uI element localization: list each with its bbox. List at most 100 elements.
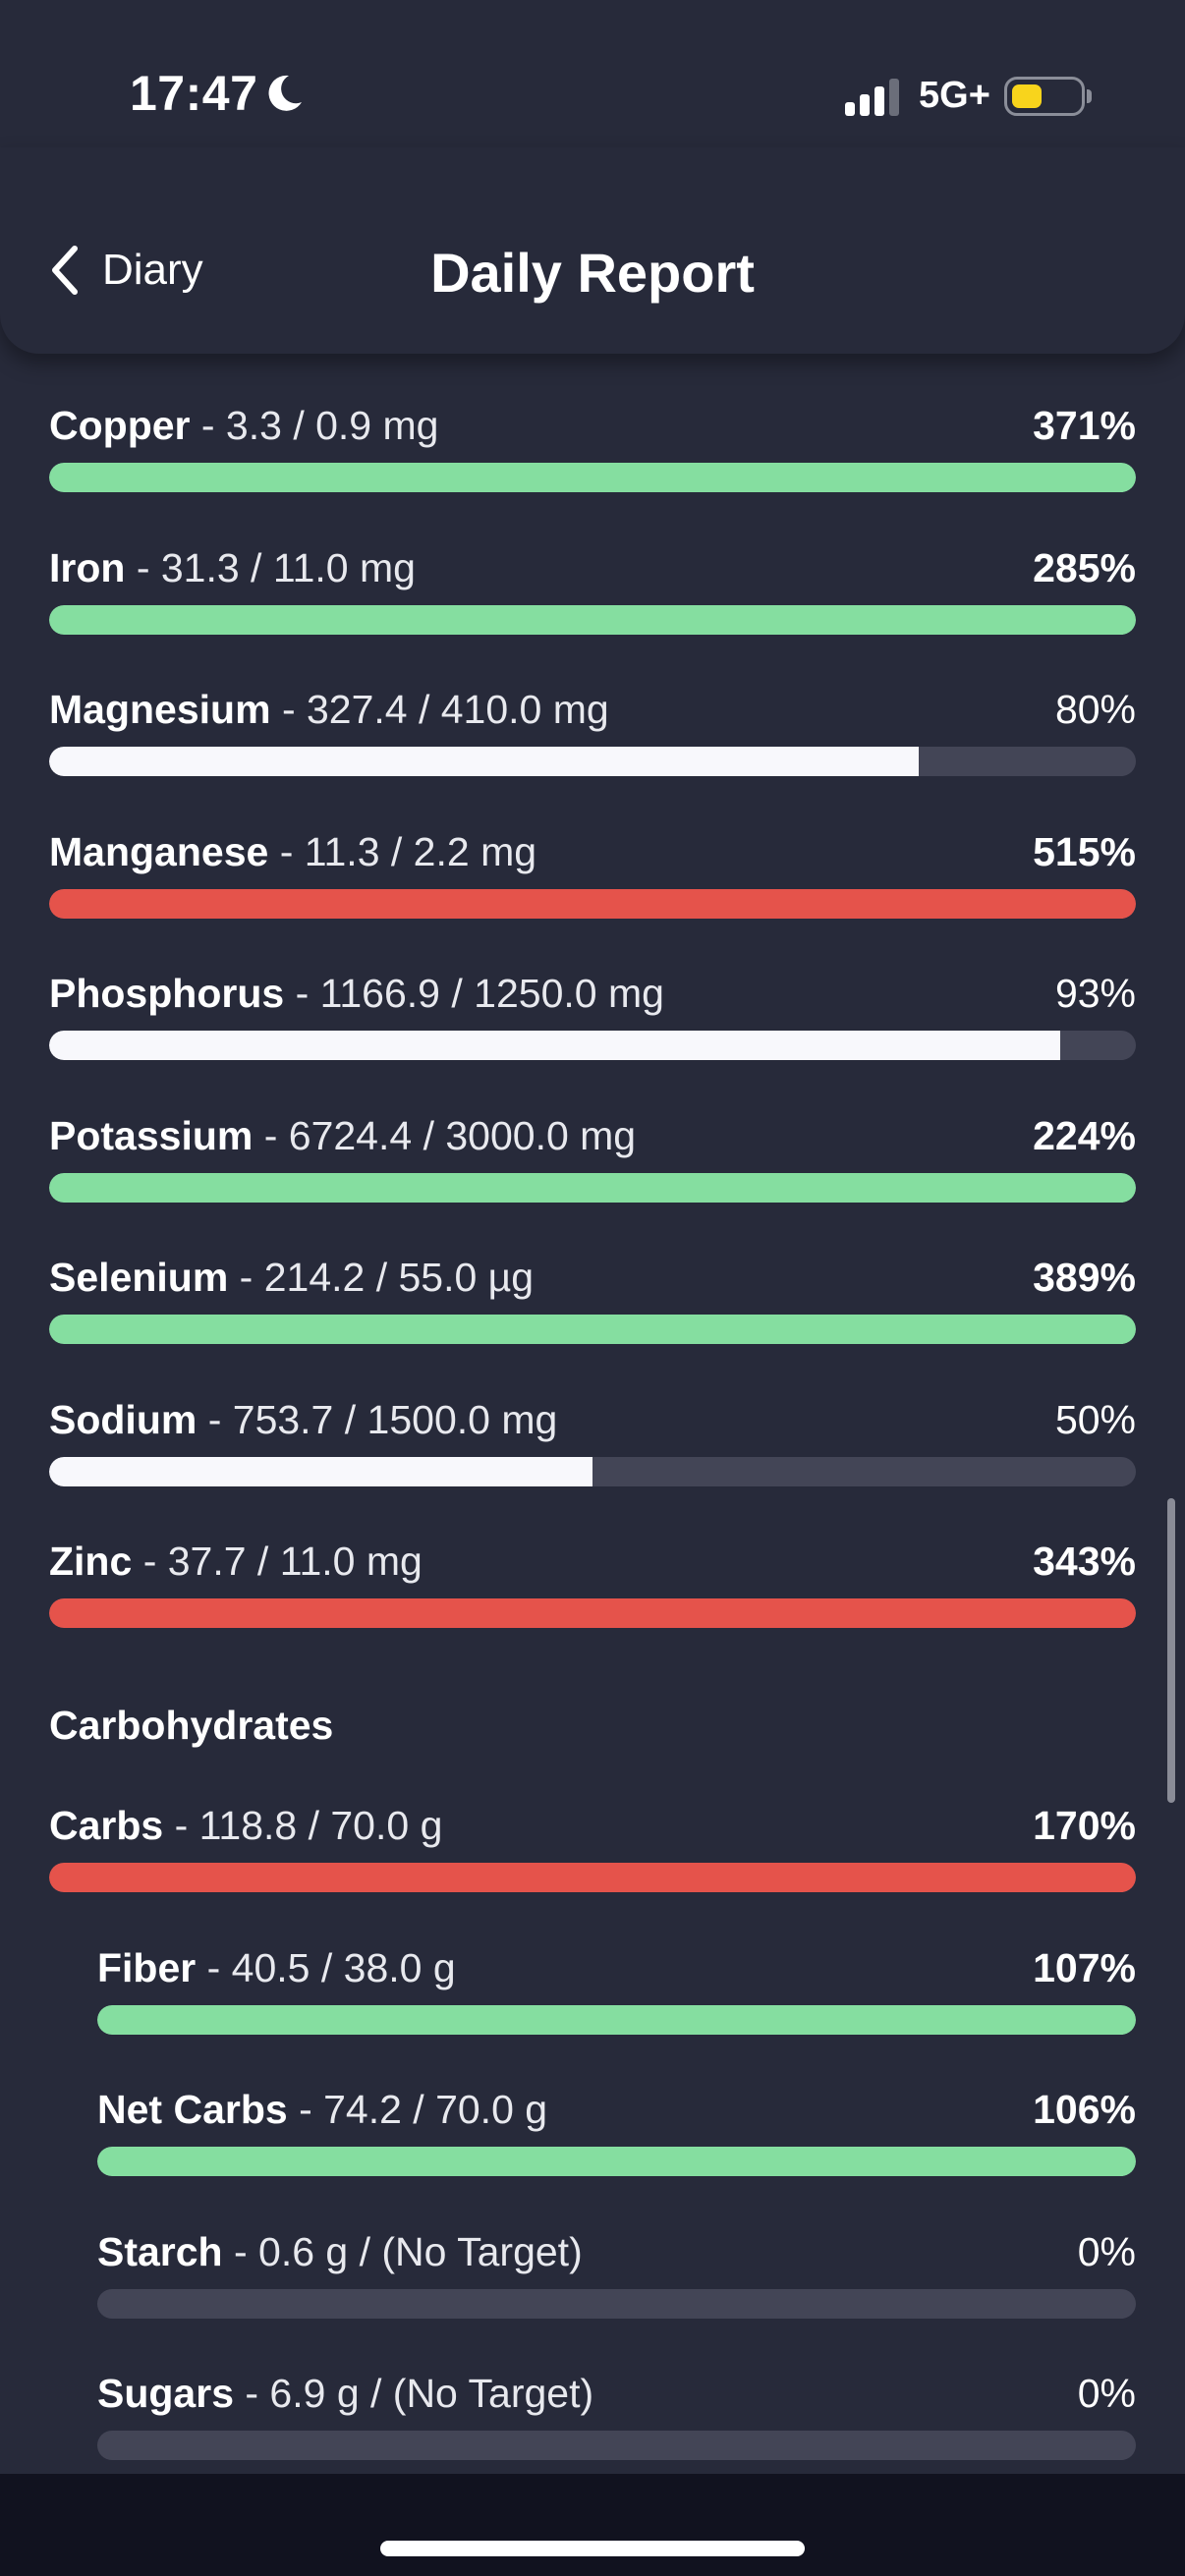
nutrient-row-header: Starch - 0.6 g / (No Target) 0% bbox=[97, 2229, 1136, 2282]
progress-track bbox=[49, 1457, 1136, 1486]
nutrient-percent: 343% bbox=[1033, 1539, 1136, 1584]
nutrient-row-header: Phosphorus - 1166.9 / 1250.0 mg 93% bbox=[49, 971, 1136, 1024]
nutrient-percent: 93% bbox=[1054, 971, 1136, 1016]
nutrient-name: Magnesium bbox=[49, 687, 271, 732]
progress-fill bbox=[49, 1457, 592, 1486]
nutrient-label: Magnesium - 327.4 / 410.0 mg bbox=[49, 687, 609, 733]
nutrient-name: Fiber bbox=[97, 1945, 197, 1990]
nutrient-row-zinc[interactable]: Zinc - 37.7 / 11.0 mg 343% bbox=[0, 1509, 1185, 1637]
nutrient-amount: - 6724.4 / 3000.0 mg bbox=[253, 1113, 637, 1158]
progress-track bbox=[97, 2431, 1136, 2460]
nutrient-row-header: Magnesium - 327.4 / 410.0 mg 80% bbox=[49, 687, 1136, 740]
nutrient-label: Manganese - 11.3 / 2.2 mg bbox=[49, 829, 536, 875]
progress-track bbox=[49, 1315, 1136, 1344]
nutrient-row-net-carbs[interactable]: Net Carbs - 74.2 / 70.0 g 106% bbox=[0, 2057, 1185, 2185]
status-bar: 17:47 5G+ bbox=[0, 0, 1185, 147]
nutrient-amount: - 327.4 / 410.0 mg bbox=[270, 687, 609, 732]
nutrient-row-selenium[interactable]: Selenium - 214.2 / 55.0 µg 389% bbox=[0, 1225, 1185, 1353]
nutrient-amount: - 118.8 / 70.0 g bbox=[163, 1803, 443, 1848]
home-indicator[interactable] bbox=[380, 2541, 805, 2556]
nutrient-percent: 106% bbox=[1033, 2087, 1136, 2132]
progress-fill bbox=[49, 1863, 1136, 1892]
chevron-left-icon bbox=[52, 246, 78, 295]
nutrient-row-header: Net Carbs - 74.2 / 70.0 g 106% bbox=[97, 2087, 1136, 2140]
nutrient-row-header: Selenium - 214.2 / 55.0 µg 389% bbox=[49, 1255, 1136, 1308]
progress-fill bbox=[49, 605, 1136, 635]
navigation-header: Diary Daily Report bbox=[0, 147, 1185, 354]
nutrient-amount: - 31.3 / 11.0 mg bbox=[125, 545, 416, 590]
nutrient-label: Starch - 0.6 g / (No Target) bbox=[97, 2229, 583, 2275]
progress-fill bbox=[49, 889, 1136, 919]
nutrient-row-header: Carbs - 118.8 / 70.0 g 170% bbox=[49, 1803, 1136, 1856]
progress-track bbox=[49, 463, 1136, 492]
nutrient-name: Copper bbox=[49, 403, 191, 448]
nutrient-row-carbs[interactable]: Carbs - 118.8 / 70.0 g 170% bbox=[0, 1773, 1185, 1901]
nutrient-label: Zinc - 37.7 / 11.0 mg bbox=[49, 1539, 423, 1585]
nutrient-label: Potassium - 6724.4 / 3000.0 mg bbox=[49, 1113, 636, 1159]
nutrient-amount: - 6.9 g / (No Target) bbox=[234, 2371, 594, 2416]
battery-icon bbox=[1004, 77, 1085, 116]
nutrient-percent: 107% bbox=[1033, 1945, 1136, 1990]
scrollbar[interactable] bbox=[1167, 1498, 1175, 1803]
nutrient-label: Sugars - 6.9 g / (No Target) bbox=[97, 2371, 593, 2417]
progress-track bbox=[49, 1863, 1136, 1892]
nutrient-row-magnesium[interactable]: Magnesium - 327.4 / 410.0 mg 80% bbox=[0, 657, 1185, 785]
progress-track bbox=[49, 1173, 1136, 1203]
nutrient-percent: 515% bbox=[1033, 829, 1136, 874]
nutrient-row-header: Potassium - 6724.4 / 3000.0 mg 224% bbox=[49, 1113, 1136, 1166]
nutrient-label: Iron - 31.3 / 11.0 mg bbox=[49, 545, 416, 591]
nutrient-amount: - 74.2 / 70.0 g bbox=[287, 2087, 548, 2132]
nutrient-name: Sodium bbox=[49, 1397, 198, 1442]
nutrient-row-copper[interactable]: Copper - 3.3 / 0.9 mg 371% bbox=[0, 373, 1185, 501]
nutrient-percent: 0% bbox=[1077, 2371, 1136, 2416]
progress-track bbox=[49, 889, 1136, 919]
back-button-label: Diary bbox=[102, 246, 203, 294]
nutrient-name: Potassium bbox=[49, 1113, 254, 1158]
nutrient-row-iron[interactable]: Iron - 31.3 / 11.0 mg 285% bbox=[0, 516, 1185, 644]
nutrient-name: Phosphorus bbox=[49, 971, 285, 1016]
nutrient-row-phosphorus[interactable]: Phosphorus - 1166.9 / 1250.0 mg 93% bbox=[0, 941, 1185, 1069]
progress-fill bbox=[49, 1315, 1136, 1344]
nutrient-row-sodium[interactable]: Sodium - 753.7 / 1500.0 mg 50% bbox=[0, 1368, 1185, 1495]
progress-fill bbox=[49, 463, 1136, 492]
nutrient-amount: - 40.5 / 38.0 g bbox=[196, 1945, 456, 1990]
progress-fill bbox=[49, 747, 919, 776]
nutrient-row-fiber[interactable]: Fiber - 40.5 / 38.0 g 107% bbox=[0, 1916, 1185, 2044]
battery-level bbox=[1012, 84, 1042, 108]
nutrient-amount: - 0.6 g / (No Target) bbox=[222, 2229, 583, 2274]
nutrient-amount: - 214.2 / 55.0 µg bbox=[228, 1255, 535, 1300]
nutrient-row-sugars[interactable]: Sugars - 6.9 g / (No Target) 0% bbox=[0, 2341, 1185, 2469]
nutrient-row-potassium[interactable]: Potassium - 6724.4 / 3000.0 mg 224% bbox=[0, 1084, 1185, 1211]
progress-fill bbox=[49, 1598, 1136, 1628]
nutrient-percent: 80% bbox=[1054, 687, 1136, 732]
nutrient-percent: 50% bbox=[1054, 1397, 1136, 1442]
nutrient-row-manganese[interactable]: Manganese - 11.3 / 2.2 mg 515% bbox=[0, 800, 1185, 927]
nutrient-amount: - 11.3 / 2.2 mg bbox=[268, 829, 537, 874]
nutrient-row-header: Sugars - 6.9 g / (No Target) 0% bbox=[97, 2371, 1136, 2424]
nutrient-amount: - 753.7 / 1500.0 mg bbox=[197, 1397, 558, 1442]
nutrient-row-header: Zinc - 37.7 / 11.0 mg 343% bbox=[49, 1539, 1136, 1592]
nutrient-label: Fiber - 40.5 / 38.0 g bbox=[97, 1945, 456, 1991]
nutrient-percent: 170% bbox=[1033, 1803, 1136, 1848]
progress-track bbox=[49, 1031, 1136, 1060]
back-button[interactable]: Diary bbox=[47, 236, 203, 305]
section-title-carbohydrates: Carbohydrates bbox=[49, 1703, 334, 1748]
nutrient-row-header: Iron - 31.3 / 11.0 mg 285% bbox=[49, 545, 1136, 598]
nutrient-name: Manganese bbox=[49, 829, 269, 874]
nutrient-row-starch[interactable]: Starch - 0.6 g / (No Target) 0% bbox=[0, 2200, 1185, 2327]
bottom-safe-area bbox=[0, 2474, 1185, 2576]
progress-track bbox=[49, 605, 1136, 635]
nutrient-percent: 389% bbox=[1033, 1255, 1136, 1300]
progress-fill bbox=[97, 2005, 1136, 2035]
nutrient-name: Iron bbox=[49, 545, 126, 590]
nutrient-percent: 371% bbox=[1033, 403, 1136, 448]
nutrient-label: Selenium - 214.2 / 55.0 µg bbox=[49, 1255, 534, 1301]
nutrient-row-header: Manganese - 11.3 / 2.2 mg 515% bbox=[49, 829, 1136, 882]
nutrient-name: Carbs bbox=[49, 1803, 164, 1848]
nutrient-percent: 0% bbox=[1077, 2229, 1136, 2274]
nutrient-amount: - 1166.9 / 1250.0 mg bbox=[284, 971, 664, 1016]
nutrient-name: Sugars bbox=[97, 2371, 234, 2416]
nutrient-percent: 285% bbox=[1033, 545, 1136, 590]
nutrient-label: Phosphorus - 1166.9 / 1250.0 mg bbox=[49, 971, 664, 1017]
